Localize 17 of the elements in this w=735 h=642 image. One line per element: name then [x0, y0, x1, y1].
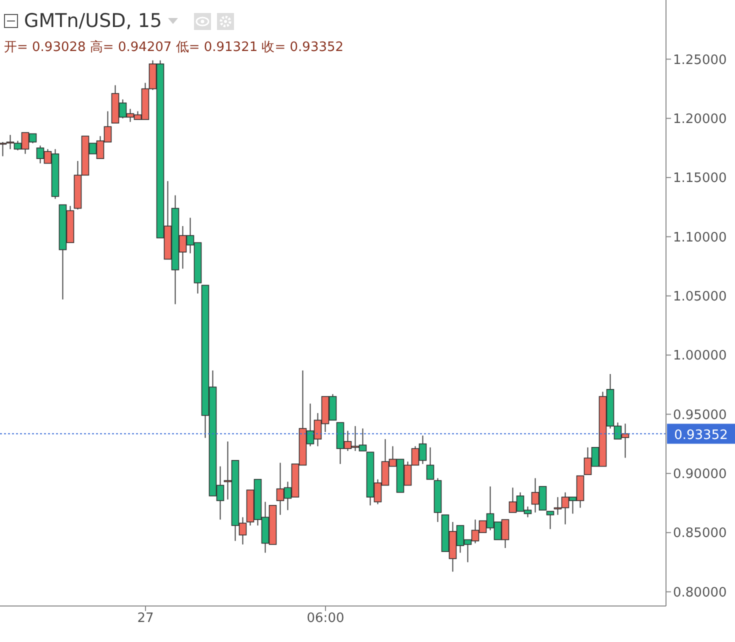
text: GMTn/USD, 15: [24, 10, 162, 32]
y-tick-label: 0.95000: [673, 408, 727, 423]
y-tick-label: 1.20000: [673, 112, 727, 127]
y-tick-label: 1.05000: [673, 290, 727, 305]
x-tick-label: 06:00: [306, 611, 344, 626]
y-tick-label: 0.85000: [673, 526, 727, 542]
y-tick-label: 0.80000: [673, 585, 727, 600]
x-tick-label: 27: [137, 611, 154, 626]
text: 开= 0.93028 高= 0.94207 低= 0.91321 收= 0.93352: [4, 39, 344, 56]
candlestick: [426, 446, 434, 480]
y-tick-label: 1.00000: [673, 348, 727, 364]
ref-line-label: 0.93352: [674, 428, 728, 443]
y-tick-label: 1.25000: [673, 52, 727, 68]
y-tick-label: 1.10000: [673, 230, 727, 246]
candlestick: [546, 510, 554, 530]
y-tick-label: 1.15000: [673, 171, 727, 186]
y-tick-label: 0.90000: [673, 467, 727, 482]
